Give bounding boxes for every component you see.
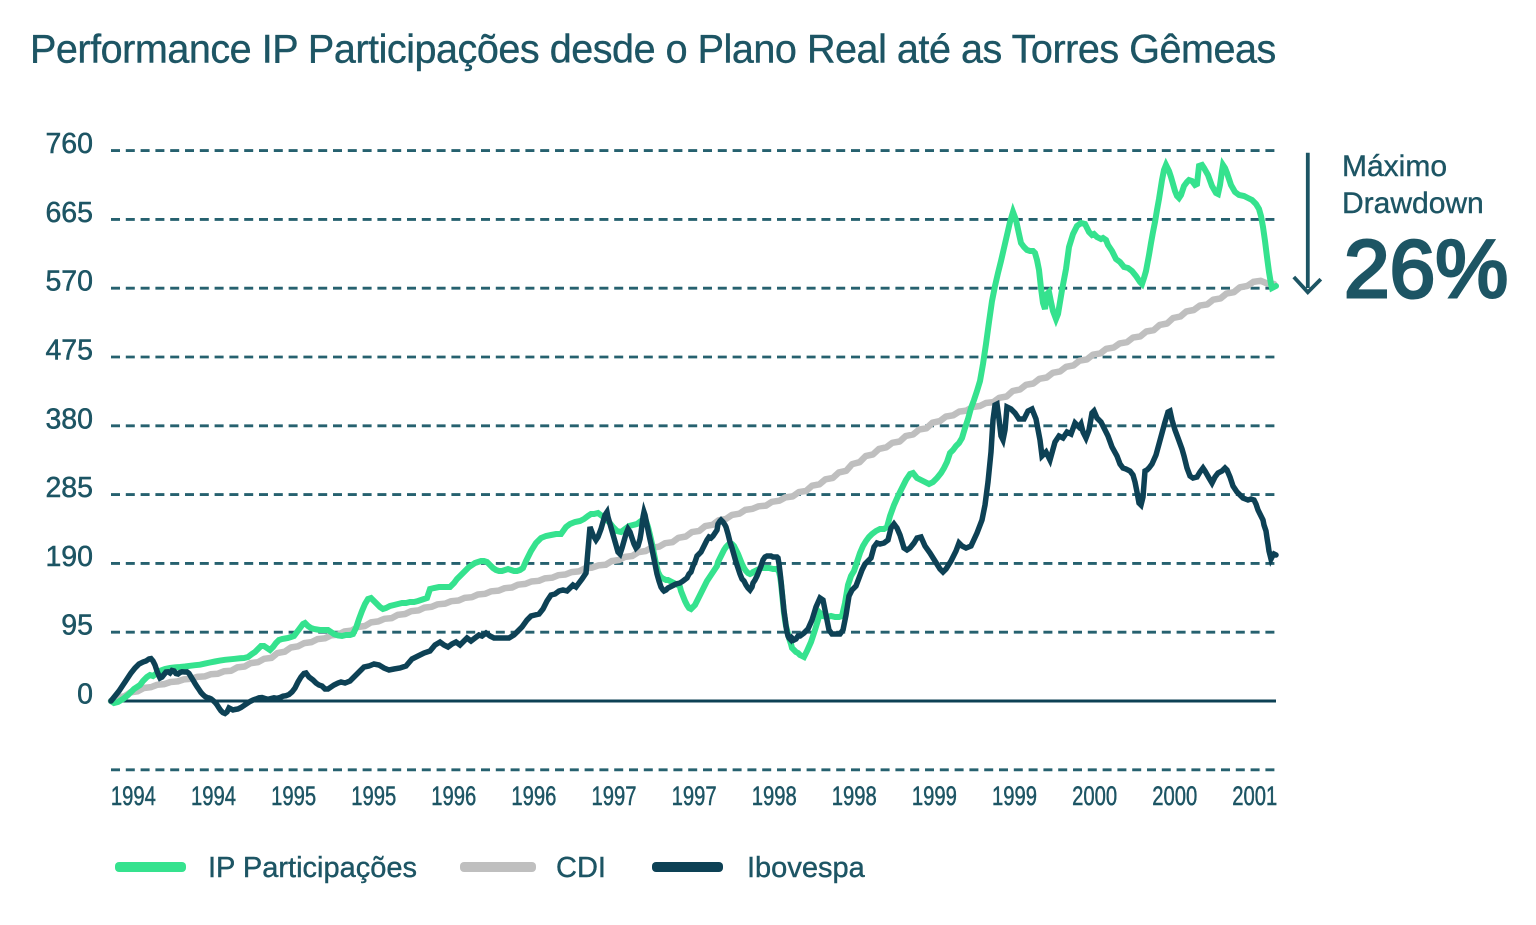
svg-text:1998: 1998 [832, 781, 877, 811]
svg-text:95: 95 [61, 610, 93, 642]
svg-text:1998: 1998 [752, 781, 797, 811]
svg-text:1999: 1999 [912, 781, 957, 811]
svg-text:1999: 1999 [992, 781, 1037, 811]
svg-text:Performance IP Participações d: Performance IP Participações desde o Pla… [30, 28, 1276, 72]
svg-text:1996: 1996 [511, 781, 556, 811]
svg-text:1995: 1995 [271, 781, 316, 811]
svg-text:2001: 2001 [1232, 781, 1277, 811]
svg-text:760: 760 [45, 128, 93, 160]
svg-text:1997: 1997 [592, 781, 637, 811]
svg-text:475: 475 [45, 335, 93, 367]
svg-text:26%: 26% [1344, 224, 1508, 315]
svg-text:1994: 1994 [191, 781, 236, 811]
svg-text:1996: 1996 [431, 781, 476, 811]
svg-text:0: 0 [77, 679, 93, 711]
svg-text:285: 285 [45, 472, 93, 504]
svg-text:CDI: CDI [556, 852, 606, 884]
svg-text:1997: 1997 [672, 781, 717, 811]
svg-text:1995: 1995 [351, 781, 396, 811]
svg-text:570: 570 [45, 266, 93, 298]
svg-text:IP Participações: IP Participações [208, 852, 417, 884]
svg-text:665: 665 [45, 197, 93, 229]
svg-text:2000: 2000 [1152, 781, 1197, 811]
svg-text:Máximo: Máximo [1342, 150, 1447, 183]
svg-text:Drawdown: Drawdown [1342, 187, 1484, 220]
svg-text:190: 190 [45, 541, 93, 573]
svg-text:1994: 1994 [111, 781, 156, 811]
svg-text:Ibovespa: Ibovespa [747, 852, 866, 884]
svg-text:2000: 2000 [1072, 781, 1117, 811]
svg-text:380: 380 [45, 403, 93, 435]
